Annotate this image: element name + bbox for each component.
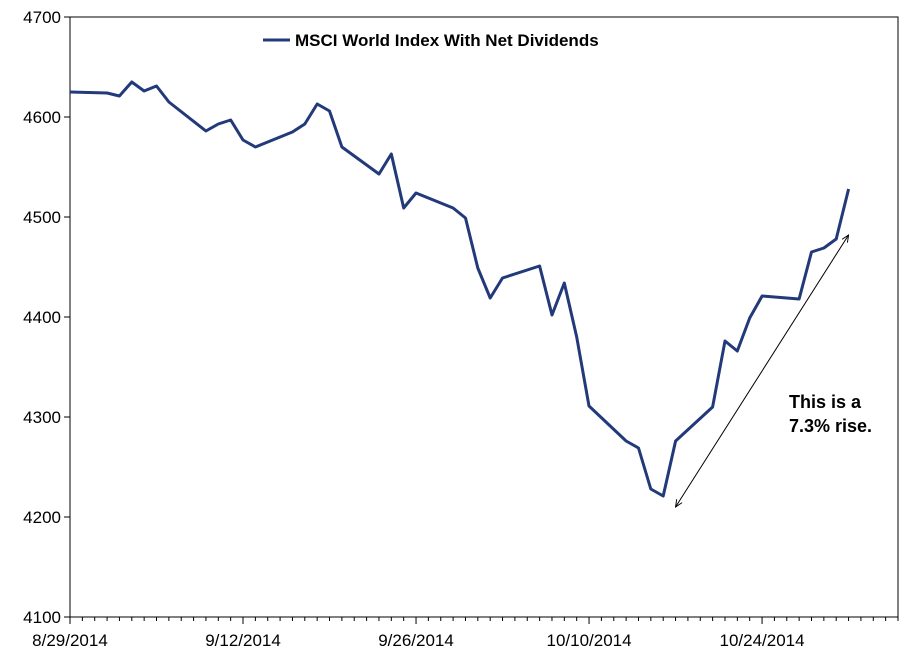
x-tick-label: 9/26/2014 bbox=[378, 631, 454, 650]
y-tick-label: 4200 bbox=[23, 508, 61, 527]
x-axis: 8/29/2014 9/12/2014 9/26/2014 10/10/2014 10/… bbox=[32, 617, 899, 650]
x-tick-label: 10/24/2014 bbox=[720, 631, 805, 650]
legend-label: MSCI World Index With Net Dividends bbox=[295, 31, 599, 50]
plot-area bbox=[69, 16, 899, 618]
y-axis: 4100 4200 4300 4400 4500 4600 4700 bbox=[23, 8, 70, 627]
x-tick-label: 9/12/2014 bbox=[205, 631, 281, 650]
annotation-arrow bbox=[676, 235, 849, 507]
y-tick-label: 4300 bbox=[23, 408, 61, 427]
series-layer bbox=[69, 80, 851, 498]
rise-annotation: This is a 7.3% rise. bbox=[676, 235, 872, 507]
annotation-text-line-1: This is a bbox=[789, 392, 862, 412]
y-tick-label: 4100 bbox=[23, 608, 61, 627]
annotation-text-line-2: 7.3% rise. bbox=[789, 416, 872, 436]
x-tick-label: 10/10/2014 bbox=[546, 631, 631, 650]
plot-border bbox=[69, 16, 899, 618]
y-tick-label: 4600 bbox=[23, 108, 61, 127]
legend: MSCI World Index With Net Dividends bbox=[263, 31, 599, 50]
y-tick-label: 4400 bbox=[23, 308, 61, 327]
y-tick-label: 4500 bbox=[23, 208, 61, 227]
x-tick-label: 8/29/2014 bbox=[32, 631, 108, 650]
series-line bbox=[69, 80, 851, 498]
y-tick-label: 4700 bbox=[23, 8, 61, 27]
